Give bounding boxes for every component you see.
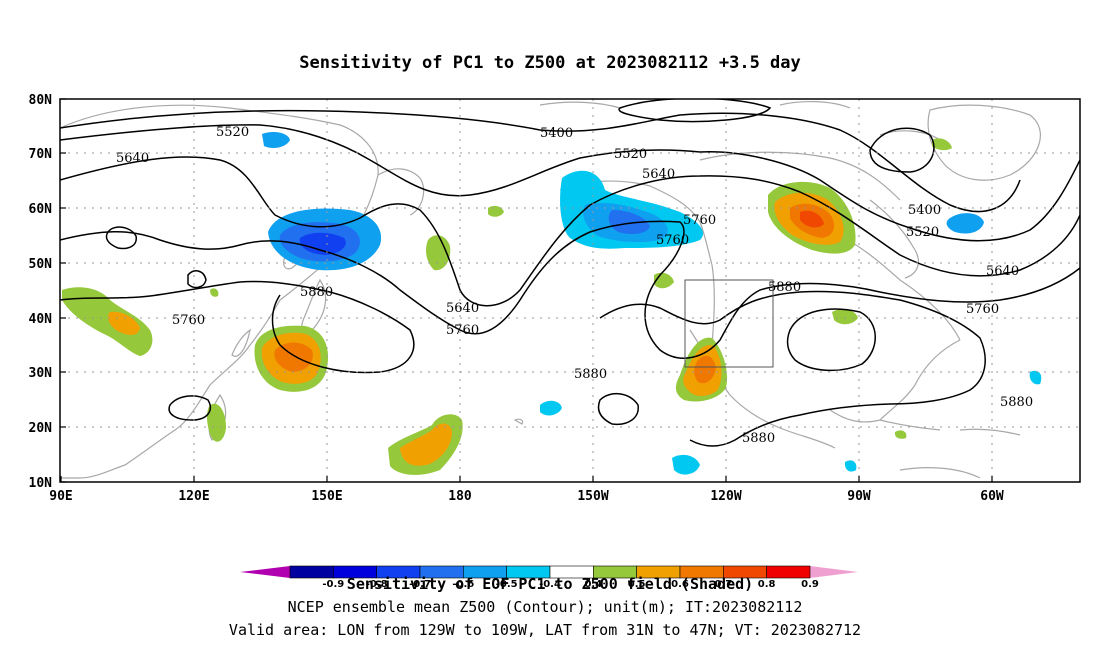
lon-tick-label: 180	[448, 489, 472, 504]
contour-label: 5520	[614, 147, 647, 162]
colorbar-tick-label: 0.7	[714, 579, 732, 590]
contour-labels: 5520 5400 5520 5640 5640 5760 5760 5400 …	[116, 125, 1033, 446]
lon-tick-label: 90E	[49, 489, 72, 504]
colorbar-tick-label: 0.8	[758, 579, 776, 590]
colorbar-cell	[766, 565, 811, 579]
colorbar-tick-label: 0.4	[584, 579, 602, 590]
contour-label: 5520	[216, 125, 249, 140]
contour-label: 5880	[300, 285, 333, 300]
lon-axis: 90E 120E 150E 180 150W 120W 90W 60W	[49, 476, 1004, 504]
lat-tick-label: 30N	[29, 366, 53, 381]
lat-tick-label: 20N	[29, 421, 53, 436]
lon-tick-label: 60W	[980, 489, 1004, 504]
map-title: Sensitivity of PC1 to Z500 at 2023082112…	[299, 53, 801, 73]
lon-tick-label: 120W	[710, 489, 741, 504]
gridlines	[60, 99, 1080, 482]
colorbar-high-triangle	[810, 566, 858, 578]
contour-label: 5760	[446, 323, 479, 338]
contour-label: 5880	[574, 367, 607, 382]
contour-label: 5760	[683, 213, 716, 228]
lat-tick-label: 70N	[29, 147, 53, 162]
lat-tick-label: 40N	[29, 312, 53, 327]
caption-valid-area: Valid area: LON from 129W to 109W, LAT f…	[229, 621, 861, 639]
lat-tick-label: 80N	[29, 93, 53, 108]
lon-tick-label: 150W	[577, 489, 608, 504]
colorbar-tick-label: 0.6	[671, 579, 689, 590]
colorbar-tick-label: -0.8	[366, 579, 388, 590]
colorbar: -0.9 -0.8 -0.7 -0.6 -0.5 -0.4 0.4 0.5 0.6 0.7 0.8 0…	[240, 565, 858, 590]
contour-label: 5640	[642, 167, 675, 182]
contour-label: 5760	[966, 302, 999, 317]
caption-shaded: Sensitivity of EOF PC1 to Z500 field (Sh…	[347, 575, 753, 593]
colorbar-tick-label: -0.4	[539, 579, 561, 590]
colorbar-tick-label: -0.9	[322, 579, 344, 590]
lon-tick-label: 90W	[847, 489, 871, 504]
contour-label: 5640	[446, 301, 479, 316]
contour-label: 5760	[656, 233, 689, 248]
contour-label: 5640	[986, 264, 1019, 279]
colorbar-tick-label: -0.7	[409, 579, 431, 590]
colorbar-cell	[289, 565, 334, 579]
contour-label: 5880	[1000, 395, 1033, 410]
contour-label: 5520	[906, 225, 939, 240]
map-frame	[59, 98, 1081, 483]
colorbar-tick-label: 0.9	[801, 579, 819, 590]
lon-tick-label: 150E	[311, 489, 342, 504]
lat-tick-label: 50N	[29, 257, 53, 272]
lat-tick-label: 10N	[29, 476, 53, 491]
valid-area-box	[684, 279, 774, 368]
colorbar-tick-label: -0.6	[452, 579, 474, 590]
z500-contours	[60, 99, 1080, 447]
contour-label: 5400	[540, 126, 573, 141]
contour-label: 5640	[116, 151, 149, 166]
colorbar-tick-label: -0.5	[496, 579, 518, 590]
lat-tick-label: 60N	[29, 202, 53, 217]
contour-label: 5880	[742, 431, 775, 446]
contour-label: 5760	[172, 313, 205, 328]
contour-label: 5880	[768, 280, 801, 295]
lat-axis: 80N 70N 60N 50N 40N 30N 20N 10N	[29, 93, 66, 491]
contour-label: 5400	[908, 203, 941, 218]
lon-tick-label: 120E	[178, 489, 209, 504]
colorbar-tick-label: 0.5	[628, 579, 646, 590]
shaded-sensitivity	[62, 132, 1042, 475]
colorbar-low-triangle	[240, 566, 290, 578]
caption-contour: NCEP ensemble mean Z500 (Contour); unit(…	[288, 598, 803, 616]
